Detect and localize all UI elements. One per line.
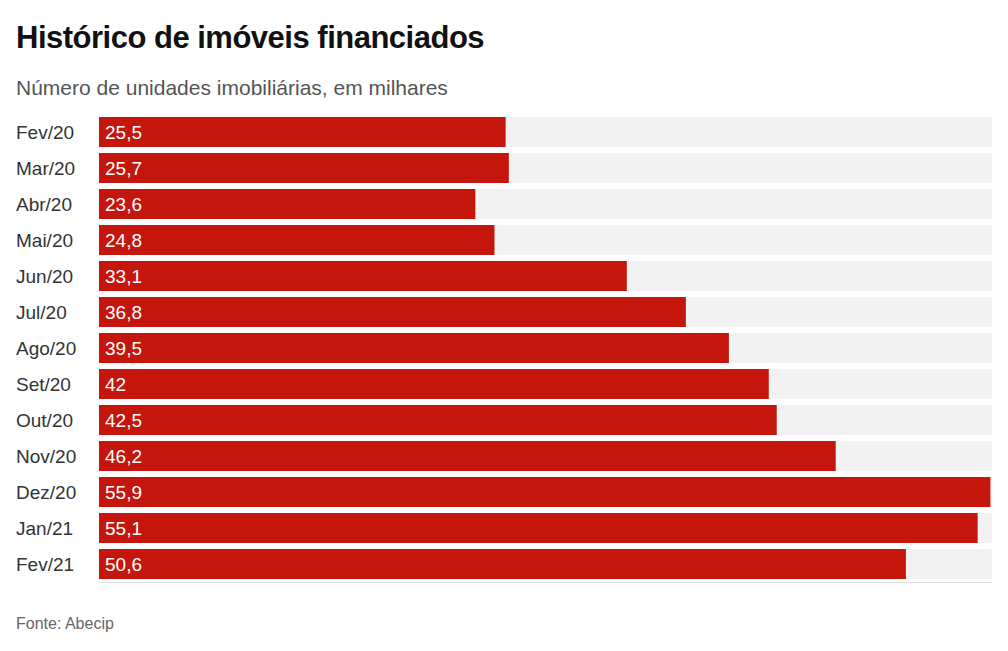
tick: Mar/20: [16, 158, 75, 179]
tick: Jun/20: [16, 266, 73, 287]
track: [99, 117, 992, 147]
data-label: 46,2: [105, 446, 142, 467]
data-label: 25,5: [105, 122, 142, 143]
tick: Out/20: [16, 410, 73, 431]
data-label: 55,1: [105, 518, 142, 539]
source: Fonte: Abecip: [16, 615, 114, 632]
bar: [99, 333, 729, 363]
bar: [99, 297, 686, 327]
tick: Mai/20: [16, 230, 73, 251]
tick: Fev/20: [16, 122, 74, 143]
data-label: 24,8: [105, 230, 142, 251]
tracks: [99, 117, 992, 579]
data-labels: 25,5 25,7 23,6 24,8 33,1 36,8 39,5 42 42,5 46,2 55…: [105, 122, 142, 575]
tick-label: Fev/20: [16, 122, 74, 143]
tick-label: Mai/20: [16, 230, 73, 251]
track: [99, 297, 992, 327]
tick: Nov/20: [16, 446, 76, 467]
subtitle: Número de unidades imobiliárias, em milh…: [16, 76, 448, 99]
title: Histórico de imóveis financiados: [16, 20, 484, 55]
track: [99, 549, 992, 579]
bar: [99, 261, 627, 291]
bar: [99, 513, 978, 543]
track: [99, 405, 992, 435]
y-axis: Fev/20 Mar/20 Abr/20 Mai/20 Jun/20 Jul/20 Ago/…: [16, 122, 76, 575]
bar: [99, 117, 506, 147]
chart: Histórico de imóveis financiados Número d…: [0, 0, 1008, 651]
bar: [99, 225, 494, 255]
tick: Ago/20: [16, 338, 76, 359]
bar: [99, 369, 769, 399]
tick-label: Fev/21: [16, 554, 74, 575]
tick: Set/20: [16, 374, 71, 395]
data-label: 36,8: [105, 302, 142, 323]
data-label: 39,5: [105, 338, 142, 359]
tick-label: Jan/21: [16, 518, 73, 539]
track: [99, 333, 992, 363]
x-axis-line: [100, 582, 993, 583]
data-label: 50,6: [105, 554, 142, 575]
tick-label: Dez/20: [16, 482, 76, 503]
tick-label: Ago/20: [16, 338, 76, 359]
tick: Dez/20: [16, 482, 76, 503]
track: [99, 225, 992, 255]
track: [99, 189, 992, 219]
track: [99, 261, 992, 291]
data-label: 55,9: [105, 482, 142, 503]
data-label: 23,6: [105, 194, 142, 215]
bars: [99, 117, 990, 579]
tick-label: Out/20: [16, 410, 73, 431]
track: [99, 513, 992, 543]
tick-label: Nov/20: [16, 446, 76, 467]
bar: [99, 405, 777, 435]
data-label: 42: [105, 374, 126, 395]
bar: [99, 549, 906, 579]
track: [99, 441, 992, 471]
track: [99, 369, 992, 399]
tick: Abr/20: [16, 194, 72, 215]
data-label: 33,1: [105, 266, 142, 287]
track: [99, 477, 992, 507]
data-label: 42,5: [105, 410, 142, 431]
tick: Fev/21: [16, 554, 74, 575]
tick-label: Set/20: [16, 374, 71, 395]
tick: Jul/20: [16, 302, 67, 323]
x-axis: [100, 582, 993, 583]
tick: Jan/21: [16, 518, 73, 539]
bar: [99, 153, 509, 183]
bar: [99, 441, 836, 471]
track: [99, 153, 992, 183]
tick-label: Abr/20: [16, 194, 72, 215]
data-label: 25,7: [105, 158, 142, 179]
bar: [99, 477, 990, 507]
bar: [99, 189, 475, 219]
tick-label: Mar/20: [16, 158, 75, 179]
tick-label: Jun/20: [16, 266, 73, 287]
tick-label: Jul/20: [16, 302, 67, 323]
